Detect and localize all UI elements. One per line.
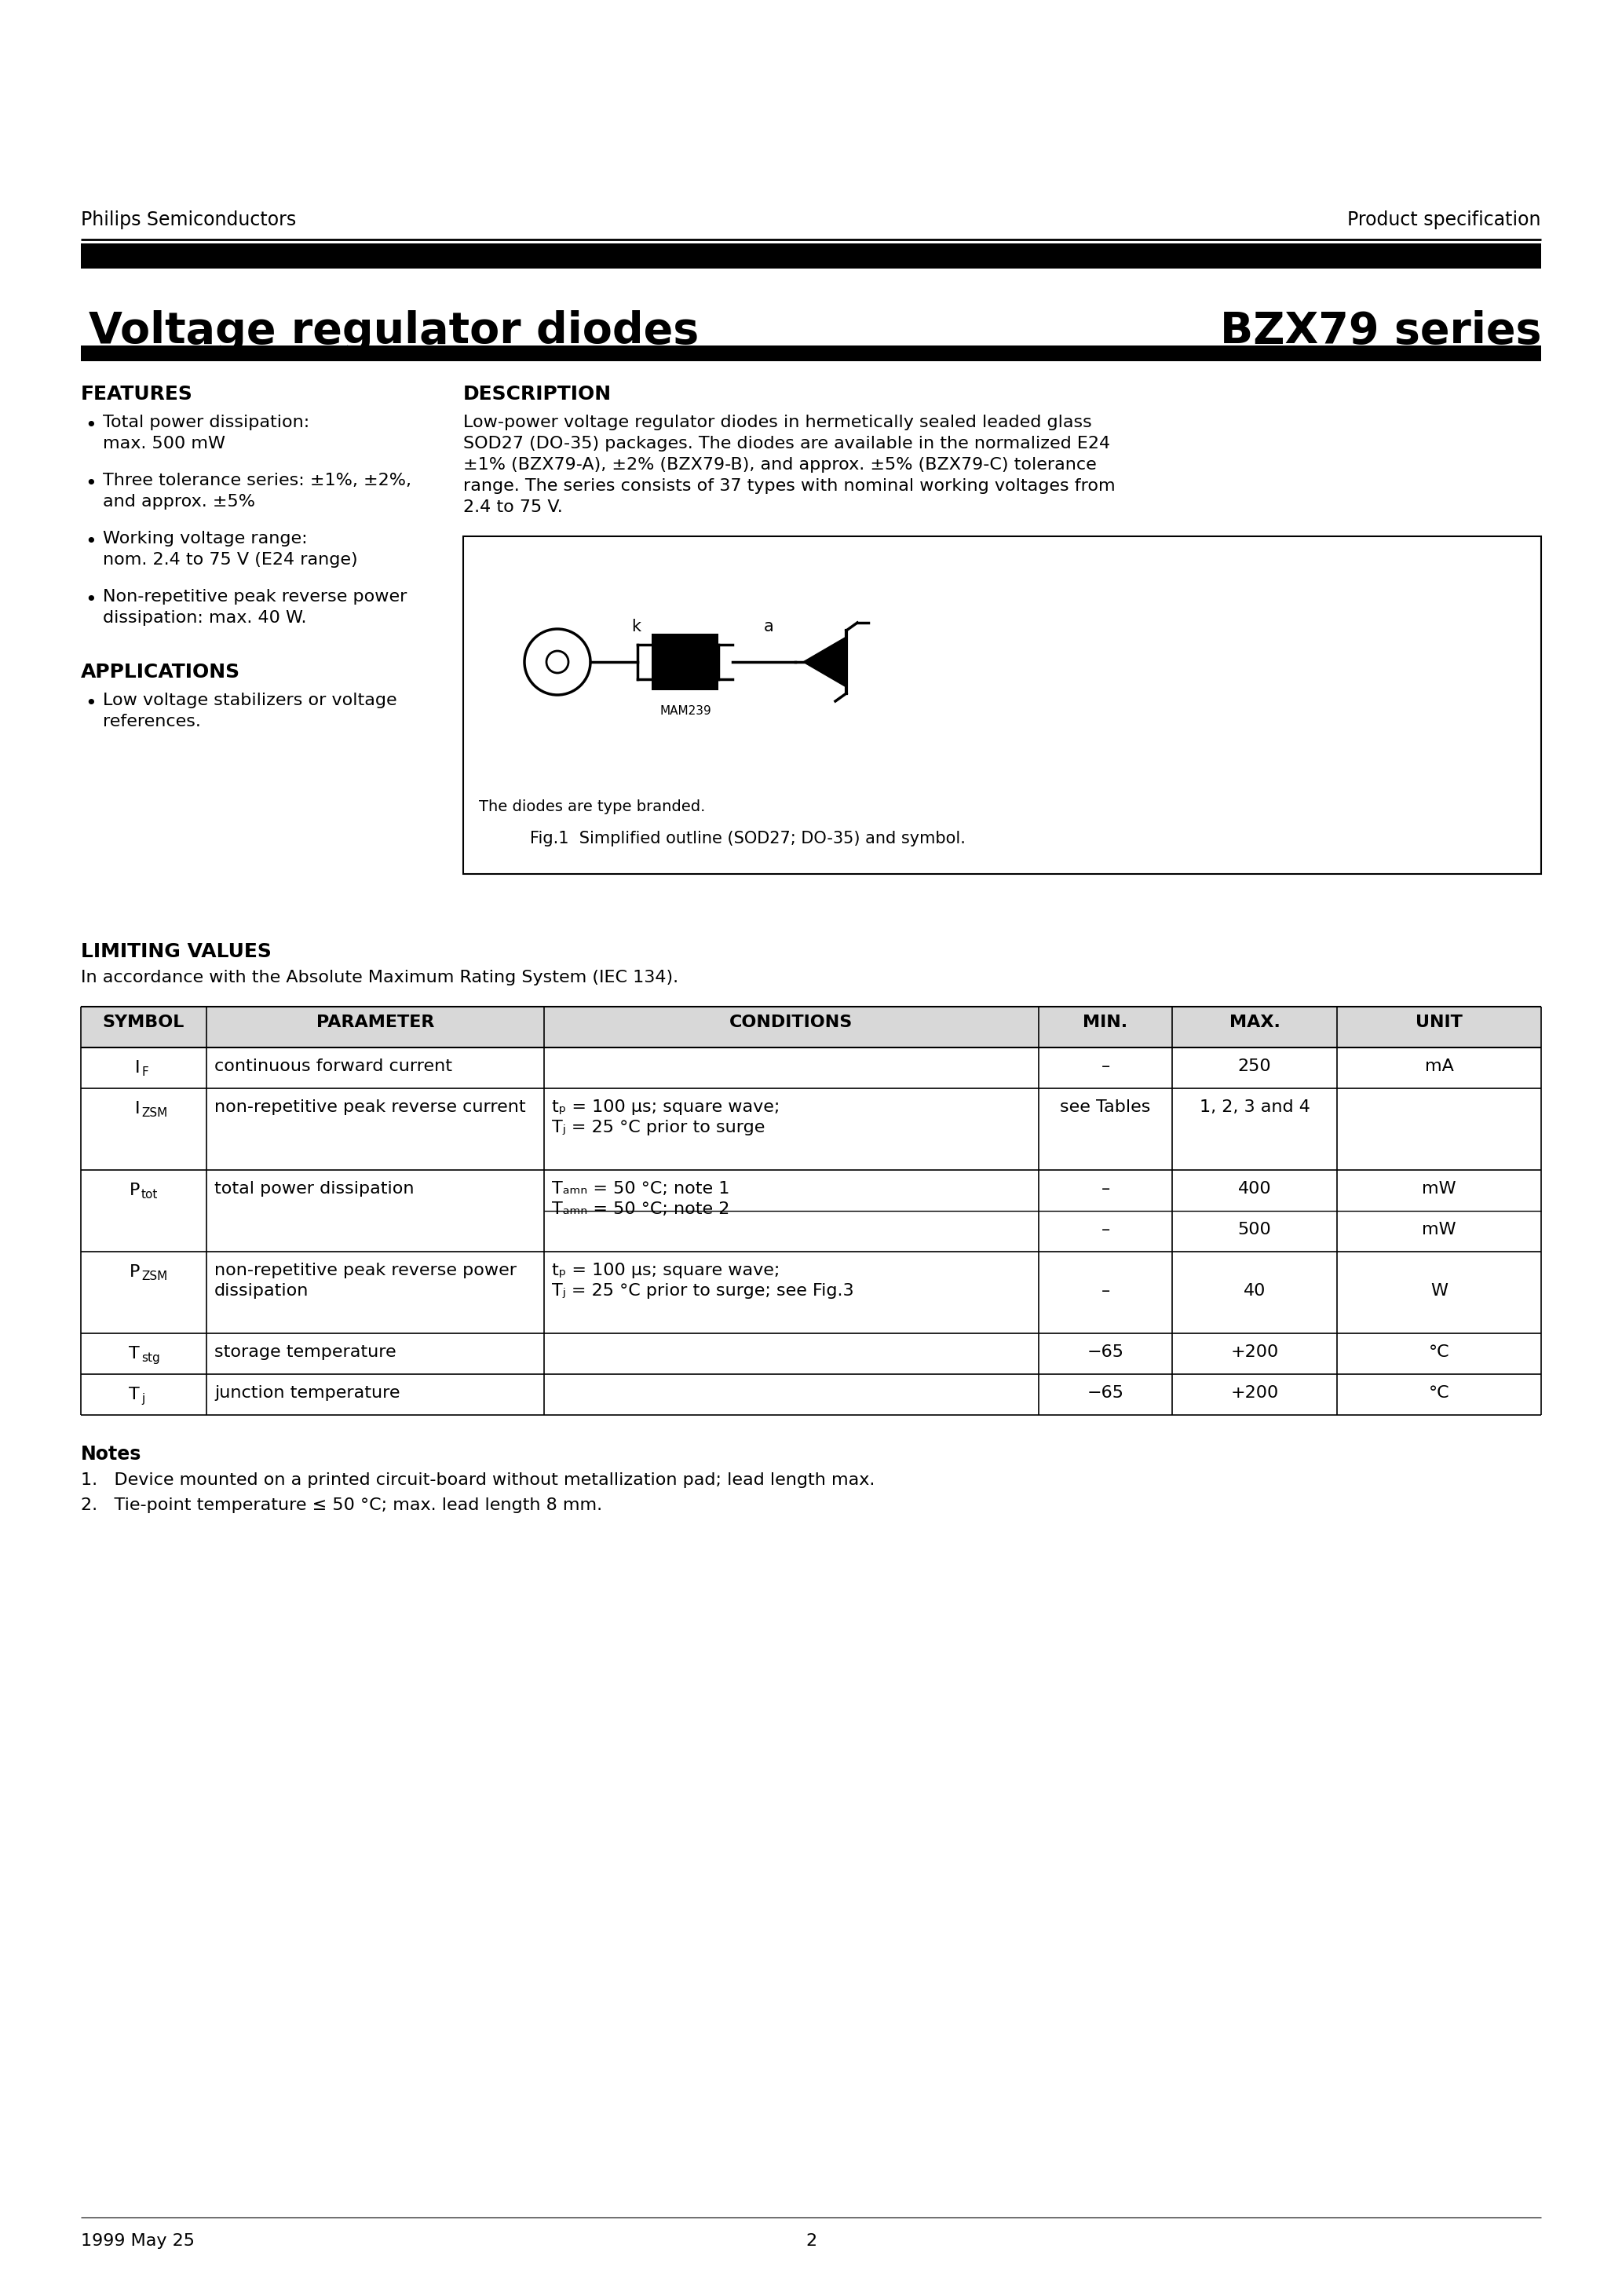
Text: 1999 May 25: 1999 May 25 [81, 2234, 195, 2248]
Text: –: – [1101, 1180, 1109, 1196]
Text: +200: +200 [1231, 1384, 1278, 1401]
Text: LIMITING VALUES: LIMITING VALUES [81, 941, 271, 962]
Text: Notes: Notes [81, 1444, 141, 1463]
Text: Non-repetitive peak reverse power: Non-repetitive peak reverse power [102, 588, 407, 604]
Text: 2.4 to 75 V.: 2.4 to 75 V. [464, 501, 563, 514]
Text: see Tables: see Tables [1061, 1100, 1150, 1116]
Text: PARAMETER: PARAMETER [316, 1015, 435, 1031]
Text: junction temperature: junction temperature [214, 1384, 401, 1401]
Text: non-repetitive peak reverse power: non-repetitive peak reverse power [214, 1263, 516, 1279]
Text: k: k [631, 618, 641, 634]
Text: The diodes are type branded.: The diodes are type branded. [478, 799, 706, 815]
Text: Tⱼ = 25 °C prior to surge; see Fig.3: Tⱼ = 25 °C prior to surge; see Fig.3 [551, 1283, 853, 1300]
Text: Tⱼ = 25 °C prior to surge: Tⱼ = 25 °C prior to surge [551, 1120, 766, 1137]
Text: 500: 500 [1238, 1221, 1272, 1238]
Text: mW: mW [1422, 1180, 1457, 1196]
Text: CONDITIONS: CONDITIONS [730, 1015, 853, 1031]
Text: total power dissipation: total power dissipation [214, 1180, 414, 1196]
Text: •: • [84, 416, 96, 434]
Text: W: W [1431, 1283, 1448, 1300]
Text: F: F [141, 1065, 148, 1079]
Text: •: • [84, 475, 96, 494]
Text: –: – [1101, 1283, 1109, 1300]
Text: Fig.1  Simplified outline (SOD27; DO-35) and symbol.: Fig.1 Simplified outline (SOD27; DO-35) … [530, 831, 965, 847]
Bar [81, 344, 1541, 360]
Text: –: – [1101, 1221, 1109, 1238]
Text: Voltage regulator diodes: Voltage regulator diodes [89, 310, 699, 354]
Text: APPLICATIONS: APPLICATIONS [81, 664, 240, 682]
Text: MIN.: MIN. [1083, 1015, 1127, 1031]
Text: P: P [130, 1182, 139, 1199]
Text: −65: −65 [1087, 1384, 1124, 1401]
Text: FEATURES: FEATURES [81, 386, 193, 404]
Text: •: • [84, 533, 96, 551]
Text: Philips Semiconductors: Philips Semiconductors [81, 211, 297, 230]
Text: •: • [84, 693, 96, 714]
Text: 250: 250 [1238, 1058, 1272, 1075]
Text: mW: mW [1422, 1221, 1457, 1238]
Text: non-repetitive peak reverse current: non-repetitive peak reverse current [214, 1100, 526, 1116]
Text: 40: 40 [1244, 1283, 1265, 1300]
Text: DESCRIPTION: DESCRIPTION [464, 386, 611, 404]
Bar [652, 634, 719, 691]
Text: Tₐₘₙ = 50 °C; note 1: Tₐₘₙ = 50 °C; note 1 [551, 1180, 730, 1196]
Text: storage temperature: storage temperature [214, 1343, 396, 1359]
Polygon shape [803, 636, 847, 687]
Text: Three tolerance series: ±1%, ±2%,: Three tolerance series: ±1%, ±2%, [102, 473, 412, 489]
Text: UNIT: UNIT [1416, 1015, 1463, 1031]
Bar [464, 537, 1541, 875]
Text: MAM239: MAM239 [660, 705, 710, 716]
Text: P: P [130, 1265, 139, 1279]
Text: dissipation: max. 40 W.: dissipation: max. 40 W. [102, 611, 307, 627]
Text: –: – [1101, 1058, 1109, 1075]
Text: ZSM: ZSM [141, 1270, 167, 1281]
Text: ZSM: ZSM [141, 1107, 167, 1118]
Text: Working voltage range:: Working voltage range: [102, 530, 308, 546]
Text: tot: tot [141, 1189, 157, 1201]
Text: °C: °C [1429, 1343, 1450, 1359]
Text: BZX79 series: BZX79 series [1220, 310, 1541, 354]
Text: T: T [130, 1387, 139, 1403]
Text: SYMBOL: SYMBOL [102, 1015, 185, 1031]
Text: Tₐₘₙ = 50 °C; note 2: Tₐₘₙ = 50 °C; note 2 [551, 1201, 730, 1217]
Text: references.: references. [102, 714, 201, 730]
Text: 1, 2, 3 and 4: 1, 2, 3 and 4 [1199, 1100, 1311, 1116]
Text: I: I [135, 1100, 139, 1116]
Text: Low voltage stabilizers or voltage: Low voltage stabilizers or voltage [102, 693, 397, 707]
Text: nom. 2.4 to 75 V (E24 range): nom. 2.4 to 75 V (E24 range) [102, 551, 358, 567]
Text: 400: 400 [1238, 1180, 1272, 1196]
Text: In accordance with the Absolute Maximum Rating System (IEC 134).: In accordance with the Absolute Maximum … [81, 969, 678, 985]
Text: Product specification: Product specification [1348, 211, 1541, 230]
Text: ±1% (BZX79-A), ±2% (BZX79-B), and approx. ±5% (BZX79-C) tolerance: ±1% (BZX79-A), ±2% (BZX79-B), and approx… [464, 457, 1096, 473]
Text: +200: +200 [1231, 1343, 1278, 1359]
Text: MAX.: MAX. [1229, 1015, 1280, 1031]
Text: tₚ = 100 μs; square wave;: tₚ = 100 μs; square wave; [551, 1100, 780, 1116]
Text: dissipation: dissipation [214, 1283, 308, 1300]
Text: j: j [141, 1394, 144, 1405]
Bar [81, 243, 1541, 269]
Text: Total power dissipation:: Total power dissipation: [102, 416, 310, 429]
Text: •: • [84, 590, 96, 608]
Text: 2: 2 [806, 2234, 816, 2248]
Text: T: T [130, 1345, 139, 1362]
Text: max. 500 mW: max. 500 mW [102, 436, 225, 452]
Text: 1.   Device mounted on a printed circuit-board without metallization pad; lead l: 1. Device mounted on a printed circuit-b… [81, 1472, 874, 1488]
Bar [81, 1006, 1541, 1047]
Text: Low-power voltage regulator diodes in hermetically sealed leaded glass: Low-power voltage regulator diodes in he… [464, 416, 1092, 429]
Text: stg: stg [141, 1352, 161, 1364]
Text: a: a [764, 618, 774, 634]
Text: °C: °C [1429, 1384, 1450, 1401]
Text: continuous forward current: continuous forward current [214, 1058, 453, 1075]
Text: 2.   Tie-point temperature ≤ 50 °C; max. lead length 8 mm.: 2. Tie-point temperature ≤ 50 °C; max. l… [81, 1497, 602, 1513]
Text: I: I [135, 1061, 139, 1077]
Text: −65: −65 [1087, 1343, 1124, 1359]
Text: and approx. ±5%: and approx. ±5% [102, 494, 255, 510]
Text: range. The series consists of 37 types with nominal working voltages from: range. The series consists of 37 types w… [464, 478, 1116, 494]
Text: mA: mA [1424, 1058, 1453, 1075]
Text: SOD27 (DO-35) packages. The diodes are available in the normalized E24: SOD27 (DO-35) packages. The diodes are a… [464, 436, 1109, 452]
Text: tₚ = 100 μs; square wave;: tₚ = 100 μs; square wave; [551, 1263, 780, 1279]
